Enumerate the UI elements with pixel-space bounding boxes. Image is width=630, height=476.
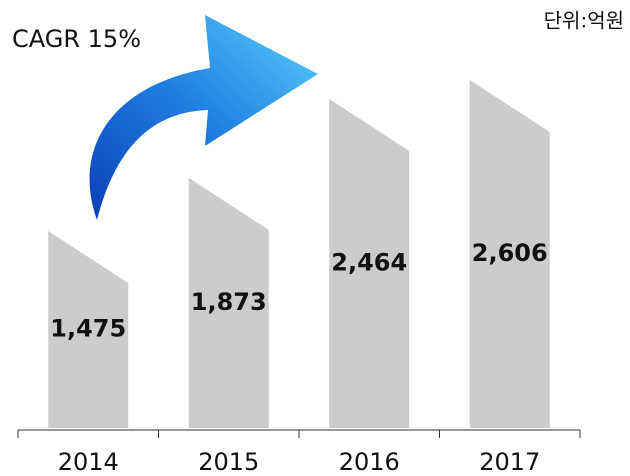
x-tick-label: 2016 [339, 448, 400, 476]
bar [469, 80, 550, 428]
value-label: 2,464 [331, 248, 407, 276]
value-label: 1,873 [191, 288, 267, 316]
x-tick-label: 2014 [58, 448, 119, 476]
bar [329, 98, 410, 428]
x-tick-label: 2015 [198, 448, 259, 476]
growth-arrow [89, 15, 318, 220]
bar [188, 177, 269, 428]
value-label: 2,606 [472, 239, 548, 267]
x-tick-label: 2017 [479, 448, 540, 476]
unit-annotation: 단위:억원 [544, 9, 624, 33]
cagr-annotation: CAGR 15% [12, 25, 141, 53]
bar [48, 231, 129, 428]
value-label: 1,475 [50, 315, 126, 343]
